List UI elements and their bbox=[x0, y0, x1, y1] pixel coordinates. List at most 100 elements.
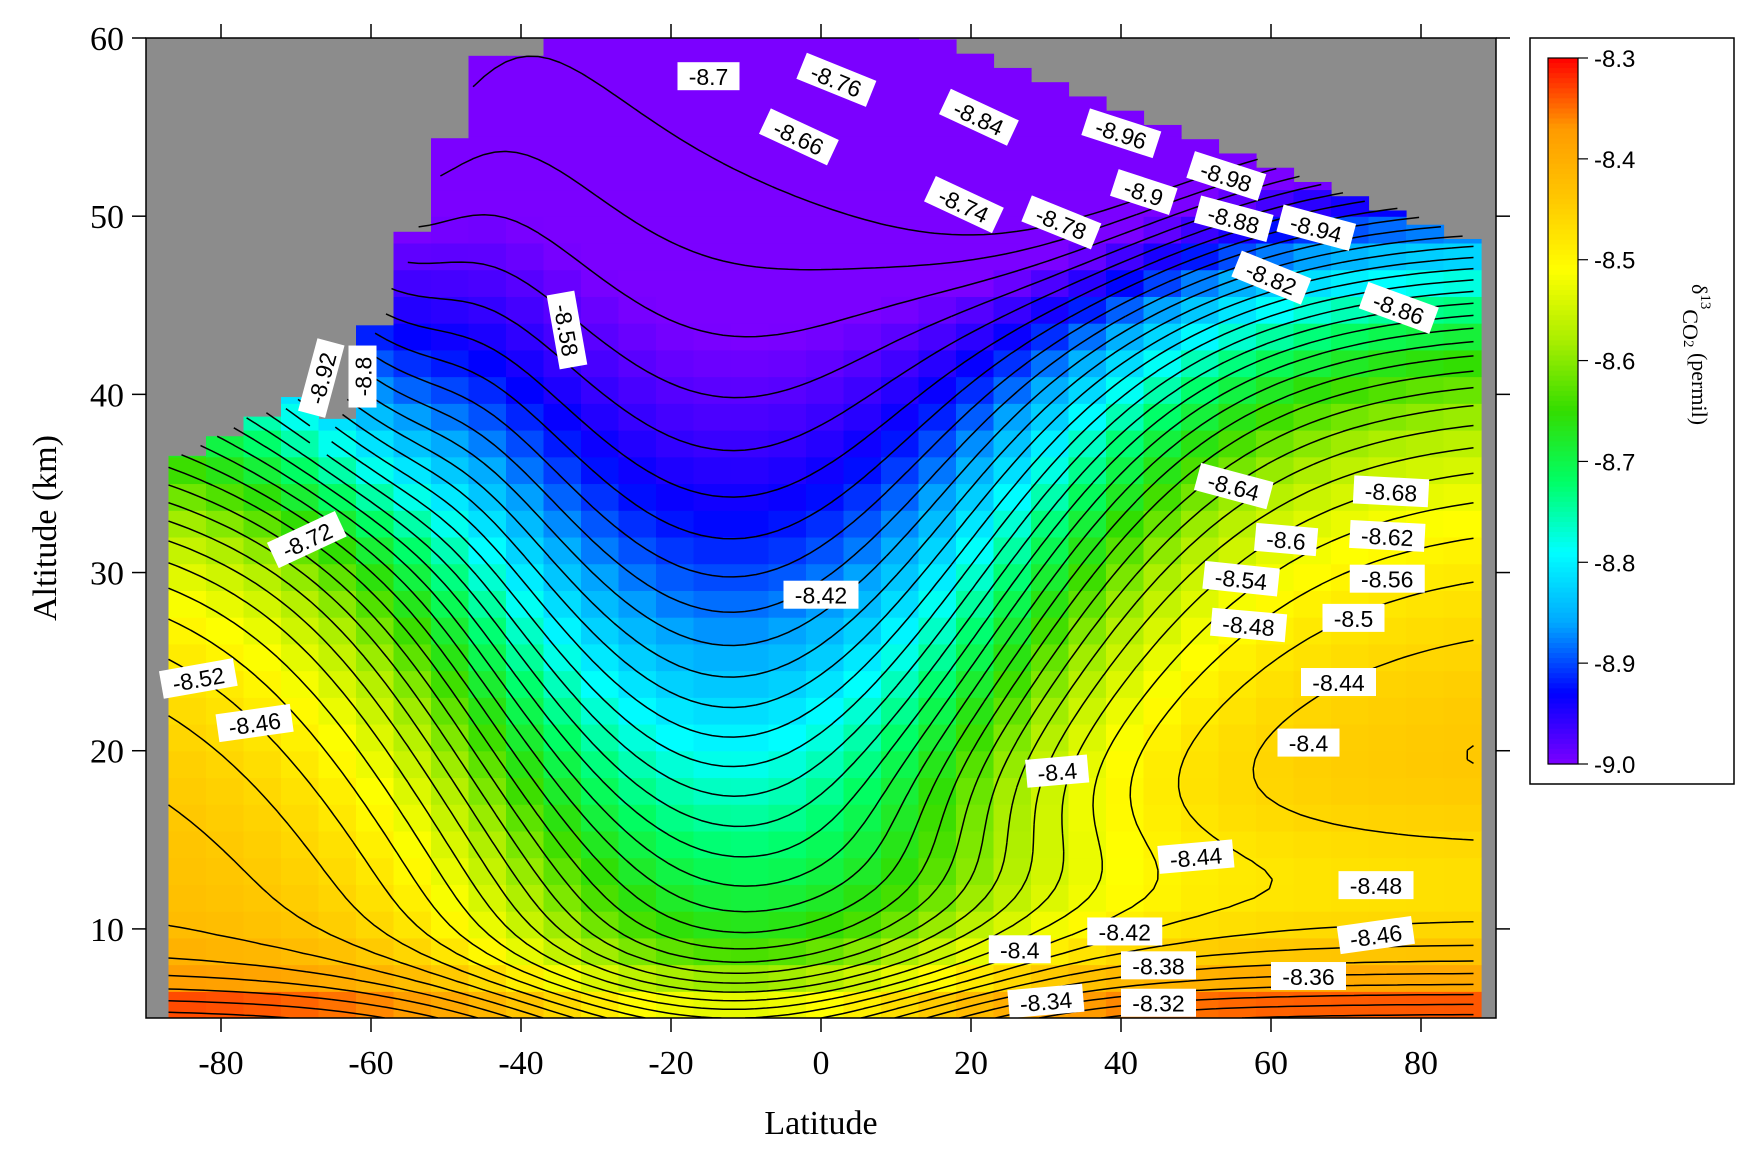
heatmap-cell bbox=[619, 20, 657, 30]
contour-label-text: -8.48 bbox=[1350, 873, 1402, 899]
heatmap-cell bbox=[993, 82, 1032, 110]
heatmap-cell bbox=[1293, 349, 1332, 378]
heatmap-cell bbox=[281, 884, 320, 912]
heatmap-cell bbox=[693, 323, 732, 351]
contour-label: -8.4 bbox=[1277, 728, 1340, 757]
colorbar-swatch bbox=[1548, 320, 1578, 326]
heatmap-cell bbox=[506, 323, 545, 351]
heatmap-cell bbox=[318, 563, 357, 591]
heatmap-cell bbox=[881, 136, 920, 164]
heatmap-cell bbox=[1218, 777, 1257, 805]
contour-label-bg bbox=[1358, 281, 1439, 334]
contour-label-bg bbox=[1322, 603, 1385, 632]
heatmap-cell bbox=[618, 750, 657, 779]
heatmap-cell bbox=[393, 670, 432, 698]
heatmap-cell bbox=[1256, 643, 1295, 672]
heatmap-cell bbox=[506, 777, 545, 805]
heatmap-cell bbox=[731, 804, 770, 832]
heatmap-cell bbox=[393, 403, 432, 431]
heatmap-cell bbox=[1293, 483, 1332, 511]
heatmap-cell bbox=[918, 670, 957, 698]
colorbar-swatch bbox=[1548, 355, 1578, 362]
colorbar-swatch bbox=[1548, 678, 1578, 684]
colorbar-swatch bbox=[1548, 486, 1578, 493]
colorbar-title-part: 13 bbox=[1697, 294, 1713, 309]
heatmap-cell bbox=[768, 403, 807, 431]
heatmap-cell bbox=[731, 269, 770, 297]
heatmap-cell bbox=[693, 804, 732, 832]
colorbar-swatch bbox=[1548, 98, 1578, 104]
heatmap-cell bbox=[1143, 750, 1182, 779]
heatmap-cell bbox=[918, 804, 957, 832]
contour-label: -8.34 bbox=[1007, 983, 1085, 1019]
contour-label-text: -8.36 bbox=[1282, 964, 1334, 990]
heatmap-cell bbox=[918, 617, 957, 645]
heatmap-cell bbox=[1218, 937, 1257, 966]
heatmap-cell bbox=[581, 911, 620, 939]
contour-label: -8.48 bbox=[1210, 607, 1288, 643]
heatmap-cell bbox=[1406, 697, 1445, 725]
colorbar-swatch bbox=[1548, 113, 1578, 120]
contour-label-bg bbox=[1110, 169, 1178, 215]
heatmap-cell bbox=[468, 242, 507, 271]
heatmap-cell bbox=[581, 242, 620, 271]
colorbar-swatch bbox=[1548, 521, 1578, 528]
heatmap-cell bbox=[693, 349, 732, 378]
heatmap-cell bbox=[881, 189, 920, 217]
heatmap-cell bbox=[731, 189, 770, 217]
colorbar-swatch bbox=[1548, 108, 1578, 115]
heatmap-cell bbox=[693, 403, 732, 431]
heatmap-cell bbox=[693, 536, 732, 565]
heatmap-cell bbox=[993, 830, 1032, 859]
heatmap-cell bbox=[768, 296, 807, 324]
heatmap-cell bbox=[1218, 884, 1257, 912]
heatmap-cell bbox=[731, 617, 770, 645]
colorbar-tick-label: -8.7 bbox=[1594, 449, 1635, 476]
heatmap-cell bbox=[431, 456, 470, 485]
heatmap-cell bbox=[806, 964, 845, 992]
x-tick-label: -80 bbox=[198, 1045, 243, 1082]
heatmap-cell bbox=[693, 216, 732, 244]
heatmap-cell bbox=[806, 937, 845, 966]
heatmap-cell bbox=[806, 991, 845, 1018]
heatmap-cell bbox=[881, 269, 920, 297]
contour-label: -8.52 bbox=[158, 658, 238, 699]
heatmap-cell bbox=[543, 136, 582, 164]
heatmap-cell bbox=[318, 911, 357, 939]
heatmap-cell bbox=[468, 136, 507, 164]
heatmap-cell bbox=[581, 670, 620, 698]
colorbar-swatch bbox=[1548, 58, 1578, 64]
heatmap-cell bbox=[956, 911, 995, 939]
heatmap-cell bbox=[1031, 269, 1070, 297]
heatmap-cell bbox=[356, 536, 395, 565]
heatmap-cell bbox=[1031, 403, 1070, 431]
colorbar-swatch bbox=[1548, 259, 1578, 266]
heatmap-cell bbox=[506, 82, 545, 110]
heatmap-cell bbox=[506, 430, 545, 458]
heatmap-cell bbox=[1031, 296, 1070, 324]
contour-label-bg bbox=[1352, 475, 1430, 508]
contour-label: -8.44 bbox=[1157, 839, 1235, 874]
heatmap-cell bbox=[843, 109, 882, 137]
heatmap-cell bbox=[168, 857, 207, 885]
heatmap-cell bbox=[206, 436, 245, 458]
x-tick-label: 0 bbox=[813, 1045, 830, 1082]
heatmap-cell bbox=[618, 323, 657, 351]
heatmap-cell bbox=[206, 456, 245, 485]
colorbar-swatch bbox=[1548, 214, 1578, 220]
heatmap-cell bbox=[243, 804, 282, 832]
contour-label-bg bbox=[783, 580, 859, 609]
colorbar: -8.3 -8.4 -8.5 -8.6 -8.7 -8.8 -8.9 -9.0 δ13CO2 (… bbox=[1529, 37, 1735, 785]
colorbar-swatch bbox=[1548, 516, 1578, 523]
colorbar-swatch bbox=[1548, 663, 1578, 669]
colorbar-swatch bbox=[1548, 658, 1578, 664]
heatmap-cell bbox=[1068, 830, 1107, 859]
heatmap-cell bbox=[1031, 376, 1070, 404]
heatmap-cell bbox=[318, 430, 357, 458]
heatmap-cell bbox=[918, 991, 957, 1018]
heatmap-cell bbox=[731, 991, 770, 1018]
contour-label-bg bbox=[158, 658, 238, 699]
heatmap-cell bbox=[768, 189, 807, 217]
heatmap-cell bbox=[731, 697, 770, 725]
contour-label-bg bbox=[1338, 871, 1414, 900]
